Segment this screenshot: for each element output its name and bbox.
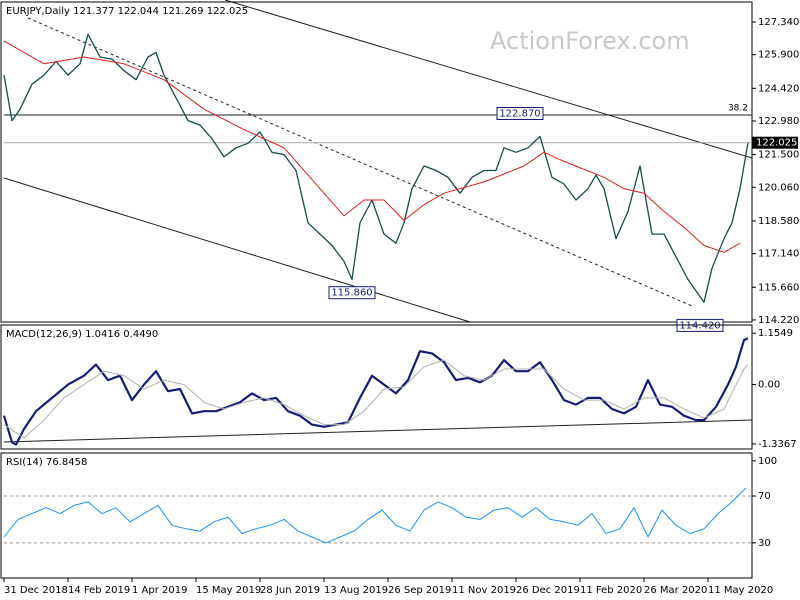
last-price-label: 122.025 [756,138,797,149]
x-tick-label: 28 Jun 2019 [260,585,320,596]
x-tick-label: 26 Sep 2019 [388,585,451,596]
price-label: 122.870 [499,109,540,120]
series-line [3,40,741,253]
panel-frame [0,1,753,323]
last-price-box [752,136,798,149]
series-line [3,487,747,544]
y-tick-label: -1.3367 [758,439,797,450]
y-tick-label: 121.500 [758,150,799,161]
y-tick-label: 125.900 [758,50,799,61]
trend-line [27,17,693,307]
x-tick-label: 11 May 2020 [708,585,773,596]
series-line [3,359,749,439]
y-tick-label: 127.340 [758,17,799,28]
channel-line [3,177,471,323]
y-tick-label: 117.140 [758,249,799,260]
x-tick-label: 11 Feb 2020 [580,585,642,596]
y-tick-label: 124.420 [758,83,799,94]
y-tick-label: 100 [758,456,777,467]
x-tick-label: 15 May 2019 [196,585,261,596]
y-tick-label: 1.1549 [758,328,793,339]
macd-trend-line [3,419,753,443]
y-tick-label: 122.980 [758,116,799,127]
panel-title: RSI(14) 76.8458 [6,457,87,468]
y-tick-label: 0.00 [758,380,780,391]
price-label-box [328,286,376,300]
y-tick-label: 115.660 [758,282,799,293]
series-line [3,33,749,303]
x-tick-label: 26 Dec 2019 [516,585,580,596]
y-tick-label: 118.580 [758,216,799,227]
y-tick-label: 114.220 [758,315,799,326]
price-label: 114.420 [679,320,720,331]
series-line [2,337,749,446]
x-tick-label: 31 Dec 2018 [4,585,68,596]
fib-label: 38.2 [728,104,748,114]
x-tick-label: 26 Mar 2020 [644,585,707,596]
panel-frame [0,324,753,450]
x-tick-label: 1 Apr 2019 [132,585,187,596]
watermark: ActionForex.com [490,27,690,55]
y-tick-label: 70 [758,491,771,502]
price-label-box [496,107,544,121]
x-tick-label: 11 Nov 2019 [452,585,516,596]
x-tick-label: 14 Feb 2019 [68,585,130,596]
y-tick-label: 120.060 [758,182,799,193]
panel-frame [0,452,753,579]
price-label: 115.860 [331,288,372,299]
x-tick-label: 13 Aug 2019 [324,585,388,596]
y-tick-label: 30 [758,538,771,549]
panel-title: MACD(12,26,9) 1.0416 0.4490 [6,329,158,340]
panel-title: EURJPY,Daily 121.377 122.044 121.269 122… [6,6,248,17]
channel-line [224,0,753,159]
